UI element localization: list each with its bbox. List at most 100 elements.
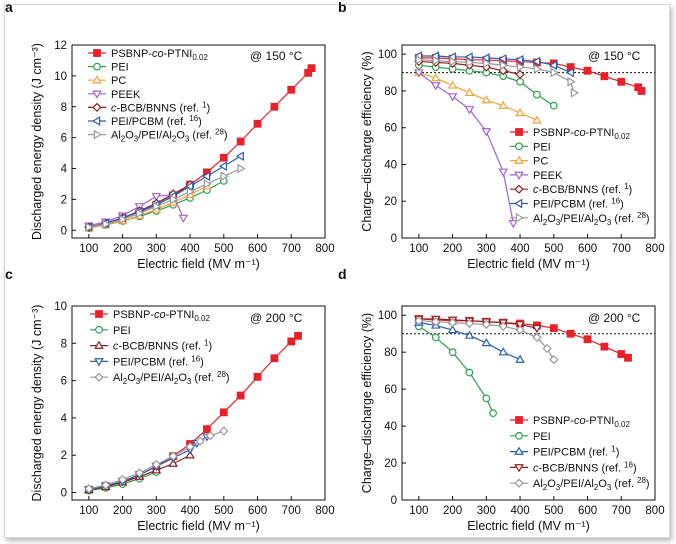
data-point <box>185 450 195 459</box>
data-point <box>516 77 524 86</box>
data-point <box>119 214 128 225</box>
series-alo <box>414 316 559 365</box>
legend-label: c-BCB/BNNS (ref. 16) <box>533 460 637 474</box>
data-point <box>548 60 558 71</box>
data-point <box>448 348 457 357</box>
x-tick-label: 300 <box>477 505 496 517</box>
y-tick-label: 6 <box>61 133 67 145</box>
legend-marker <box>514 464 524 473</box>
data-point <box>498 168 509 177</box>
x-tick-label: 200 <box>113 243 132 255</box>
y-axis-label: Discharged energy density (J cm⁻³) <box>30 43 44 240</box>
y-tick-label: 60 <box>384 123 397 135</box>
y-tick-label: 8 <box>61 338 67 350</box>
y-axis-label: Discharged energy density (J cm⁻³) <box>30 305 44 502</box>
data-point <box>85 222 94 233</box>
y-tick-label: 80 <box>384 86 397 98</box>
data-point <box>168 458 179 467</box>
legend-label: PC <box>111 75 126 87</box>
x-tick-label: 400 <box>180 243 199 255</box>
legend-marker <box>515 212 524 223</box>
data-point <box>101 480 111 490</box>
series-line <box>418 320 555 360</box>
y-tick-label: 40 <box>384 421 397 433</box>
data-point <box>201 171 211 182</box>
legend-label: PSBNP-co-PTNI0.02 <box>113 309 210 323</box>
legend-label: Al2O3/PEI/Al2O3 (ref. 28) <box>113 370 230 386</box>
y-tick-label: 2 <box>61 194 67 206</box>
data-point <box>617 77 626 86</box>
data-point <box>583 66 592 75</box>
y-axis-label: Charge–discharge efficiency (%) <box>360 51 374 231</box>
condition-label: @ 200 °C <box>250 311 303 325</box>
data-point <box>533 64 542 74</box>
panel-label: c <box>5 266 13 282</box>
series-alo <box>415 54 580 98</box>
data-point <box>178 214 189 223</box>
data-point <box>516 62 526 72</box>
condition-label: @ 150 °C <box>588 49 641 63</box>
legend-marker <box>514 155 524 164</box>
data-point <box>102 219 111 229</box>
y-tick-label: 80 <box>384 347 397 359</box>
series-line <box>88 167 241 228</box>
legend-label: Al2O3/PEI/Al2O3 (ref. 28) <box>533 476 650 492</box>
data-point <box>464 318 475 329</box>
data-point <box>430 73 441 82</box>
data-point <box>481 53 490 63</box>
y-tick-label: 10 <box>54 301 67 313</box>
x-tick-label: 500 <box>544 243 563 255</box>
x-tick-label: 200 <box>113 505 132 517</box>
data-point <box>205 431 215 441</box>
y-tick-label: 40 <box>384 159 397 171</box>
data-point <box>533 90 541 99</box>
data-point <box>532 324 542 334</box>
x-axis-label: Electric field (MV m⁻¹) <box>137 519 260 533</box>
x-tick-label: 300 <box>147 505 166 517</box>
x-tick-label: 500 <box>214 243 233 255</box>
data-point <box>186 186 196 197</box>
data-point <box>307 64 316 73</box>
data-point <box>482 394 491 403</box>
x-tick-label: 400 <box>180 505 199 517</box>
data-point <box>600 342 609 351</box>
data-point <box>203 425 211 434</box>
data-point <box>542 343 552 354</box>
y-tick-label: 0 <box>61 225 67 237</box>
axes-frame <box>401 44 656 239</box>
data-point <box>430 82 441 91</box>
data-point <box>465 368 474 377</box>
data-point <box>169 194 179 205</box>
legend-marker <box>515 128 523 136</box>
x-axis-label: Electric field (MV m⁻¹) <box>137 257 260 271</box>
data-point <box>498 100 509 109</box>
data-point <box>219 153 228 162</box>
y-tick-label: 100 <box>378 49 397 61</box>
data-point <box>415 54 424 65</box>
series-alo <box>85 163 246 233</box>
data-point <box>565 67 574 78</box>
series-line <box>88 155 241 228</box>
data-point <box>531 56 541 67</box>
data-point <box>195 436 205 446</box>
legend-label: c-BCB/BNNS (ref. 1) <box>533 182 632 196</box>
condition-label: @ 200 °C <box>588 311 641 325</box>
data-point <box>432 55 441 66</box>
x-tick-label: 700 <box>612 505 631 517</box>
x-tick-label: 100 <box>409 243 428 255</box>
legend-marker <box>514 184 524 194</box>
panel-label: a <box>5 0 13 15</box>
y-axis-label: Charge–discharge efficiency (%) <box>360 313 374 493</box>
legend-marker <box>95 310 103 318</box>
y-tick-label: 60 <box>384 384 397 396</box>
y-tick-label: 0 <box>61 488 67 500</box>
data-point <box>624 353 632 362</box>
data-point <box>532 332 542 343</box>
data-point <box>168 451 178 461</box>
series-line <box>88 430 224 490</box>
legend-label: PSBNP-co-PTNI0.02 <box>111 48 208 62</box>
x-axis-label: Electric field (MV m⁻¹) <box>467 257 590 271</box>
y-tick-label: 12 <box>54 40 67 52</box>
legend-label: Al2O3/PEI/Al2O3 (ref. 28) <box>111 128 228 144</box>
